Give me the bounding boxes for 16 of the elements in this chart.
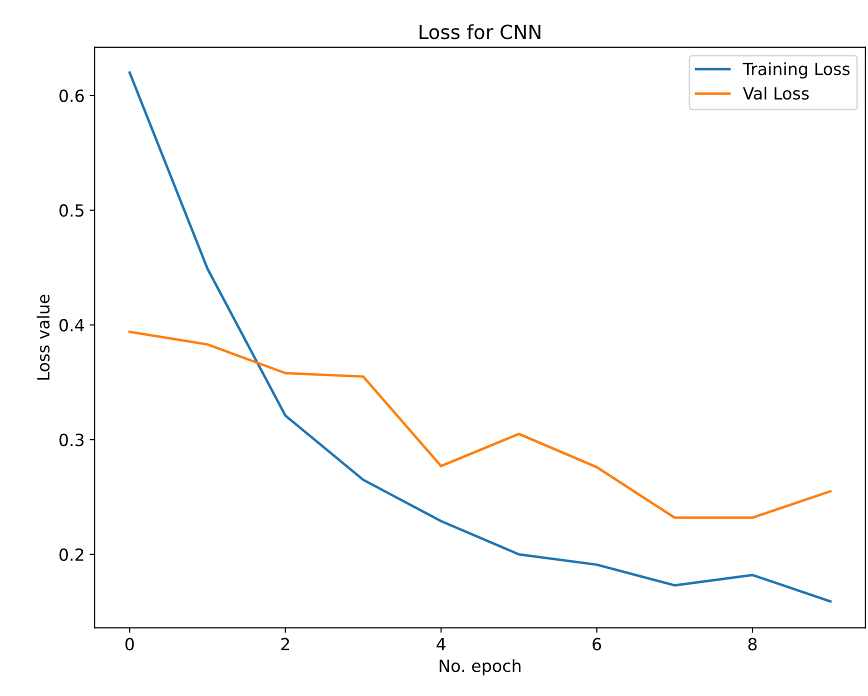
x-tick-label: 8 [748,638,757,650]
y-tick-label: 0.6 [59,89,84,102]
legend-label: Val Loss [742,86,809,100]
y-tick-label: 0.3 [59,434,84,446]
chart-title: Loss for CNN [420,24,540,40]
x-tick-label: 4 [436,638,446,650]
x-tick-label: 2 [281,638,289,650]
x-axis-title: No. epoch [440,659,520,676]
legend-label: Training Loss [742,62,850,78]
x-tick-label: 0 [125,638,134,650]
line-series [128,330,832,519]
y-tick-label: 0.2 [59,548,84,561]
x-tick-label: 6 [592,638,602,650]
y-axis-title: Loss value [36,294,50,380]
y-tick-label: 0.5 [59,204,84,217]
y-tick-label: 0.4 [59,318,84,332]
